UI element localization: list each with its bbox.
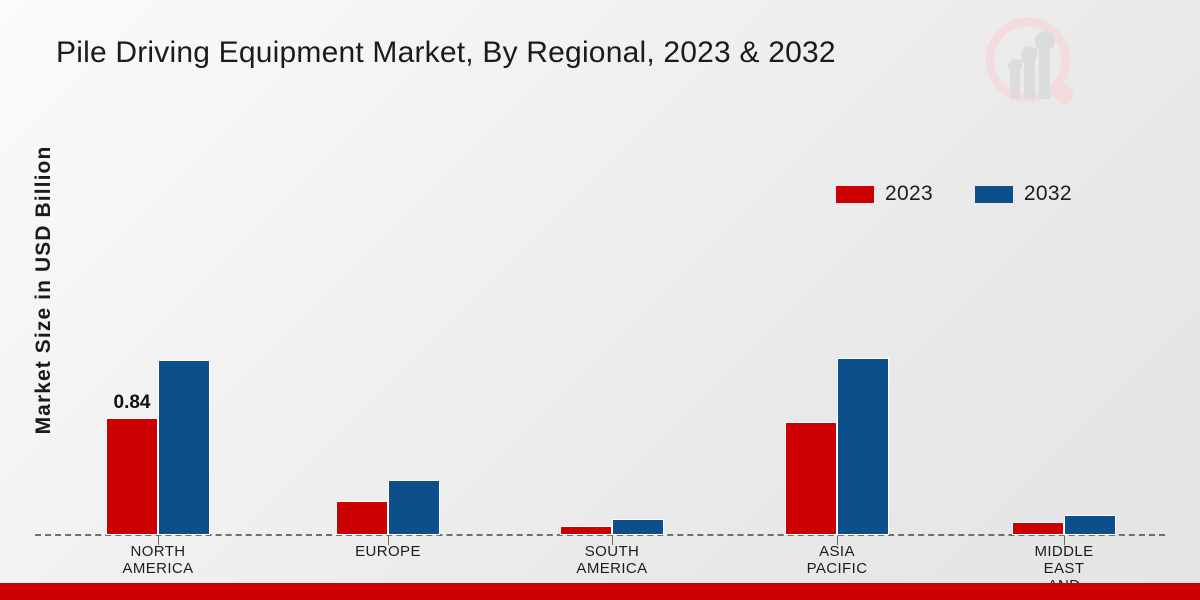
chart-title: Pile Driving Equipment Market, By Region… [56, 36, 836, 69]
bar-2032-asia-pacific[interactable] [837, 358, 889, 535]
bar-value-label: 0.84 [113, 392, 151, 413]
bar-group [1011, 65, 1117, 535]
legend-swatch-2023 [836, 185, 874, 203]
x-axis-tick [158, 536, 159, 545]
bar-2032-middle-east-and[interactable] [1064, 515, 1116, 535]
category-label-north-america: NORTH AMERICA [68, 543, 248, 577]
category-label-line: EUROPE [355, 543, 421, 560]
legend-item-2023[interactable]: 2023 [836, 182, 933, 206]
bar-2023-north-america[interactable]: 0.84 [106, 392, 158, 535]
x-axis-tick [837, 536, 838, 545]
x-axis-tick [1064, 536, 1065, 545]
x-axis-tick [388, 536, 389, 545]
bar-2032-europe[interactable] [388, 480, 440, 535]
legend-swatch-2032 [974, 185, 1013, 203]
legend-label-2032: 2032 [1023, 182, 1072, 205]
bar-2023-europe[interactable] [336, 501, 388, 535]
category-label-asia-pacific: ASIA PACIFIC [747, 543, 927, 577]
bar-group [559, 65, 665, 535]
legend-label-2023: 2023 [885, 182, 933, 205]
category-label-line: NORTH [130, 543, 186, 560]
chart-legend: 2023 2032 [836, 182, 1072, 206]
bar-2023-middle-east-and[interactable] [1012, 522, 1064, 535]
bar-2032-south-america[interactable] [612, 519, 664, 535]
legend-item-2032[interactable]: 2032 [974, 182, 1072, 206]
category-label-line: SOUTH [584, 543, 640, 560]
bar-2023-south-america[interactable] [560, 526, 612, 535]
category-label-line: MIDDLE [1034, 543, 1094, 560]
category-label-europe: EUROPE [298, 543, 478, 560]
category-label-line: PACIFIC [806, 560, 868, 577]
category-label-line: AMERICA [576, 560, 648, 577]
bar-2032-north-america[interactable] [158, 360, 210, 535]
bar-group [784, 65, 890, 535]
category-label-line: EAST [1043, 560, 1085, 577]
category-label-line: AMERICA [122, 560, 194, 577]
category-label-south-america: SOUTH AMERICA [522, 543, 702, 577]
bar-2023-asia-pacific[interactable] [785, 422, 837, 535]
bar-group: 0.84 [105, 65, 211, 535]
footer-band [0, 583, 1200, 600]
x-axis-baseline [35, 534, 1165, 536]
category-label-line: ASIA [819, 543, 855, 560]
x-axis-tick [612, 536, 613, 545]
bar-group [335, 65, 441, 535]
